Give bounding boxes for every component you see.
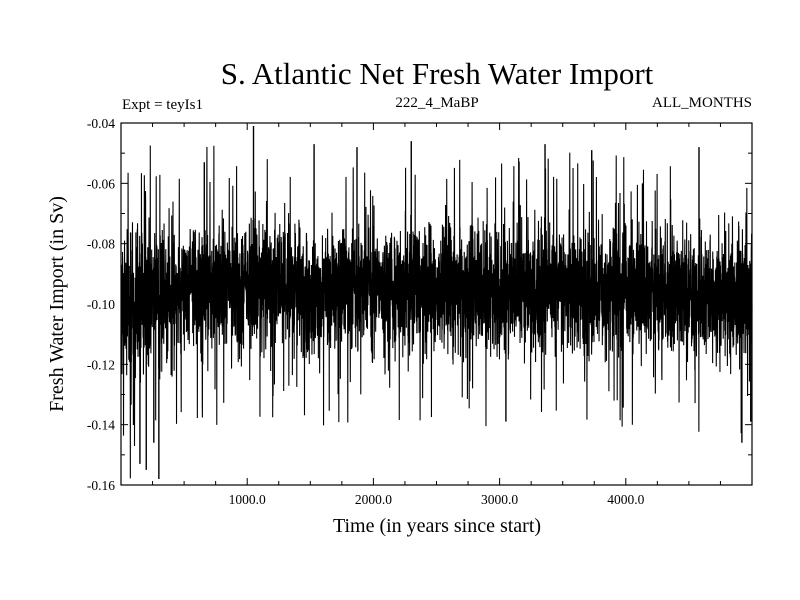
x-axis-label: Time (in years since start) [333, 515, 541, 537]
chart-title: S. Atlantic Net Fresh Water Import [221, 56, 654, 91]
y-tick-label: -0.16 [87, 478, 115, 493]
y-tick-label: -0.12 [87, 357, 115, 372]
x-tick-label: 4000.0 [607, 492, 644, 507]
y-tick-label: -0.06 [87, 176, 115, 191]
y-axis-label: Fresh Water Import (in Sv) [46, 196, 68, 412]
chart-subtitle-months: ALL_MONTHS [652, 95, 752, 111]
x-tick-label: 3000.0 [481, 492, 518, 507]
y-tick-label: -0.10 [87, 297, 115, 312]
y-axis: -0.04 -0.06 -0.08 -0.10 -0.12 -0.14 -0.16 [87, 116, 752, 493]
x-axis: 1000.0 2000.0 3000.0 4000.0 [152, 123, 721, 507]
chart-subtitle-period: 222_4_MaBP [395, 95, 478, 111]
x-tick-label: 1000.0 [229, 492, 266, 507]
x-tick-label: 2000.0 [355, 492, 392, 507]
y-tick-label: -0.08 [87, 237, 115, 252]
series-layer [120, 145, 753, 479]
chart-subtitle-experiment: Expt = teyIs1 [122, 97, 203, 113]
extremes-layer [139, 126, 752, 479]
y-tick-label: -0.04 [87, 116, 115, 131]
y-tick-label: -0.14 [87, 418, 115, 433]
series-line [120, 145, 753, 479]
